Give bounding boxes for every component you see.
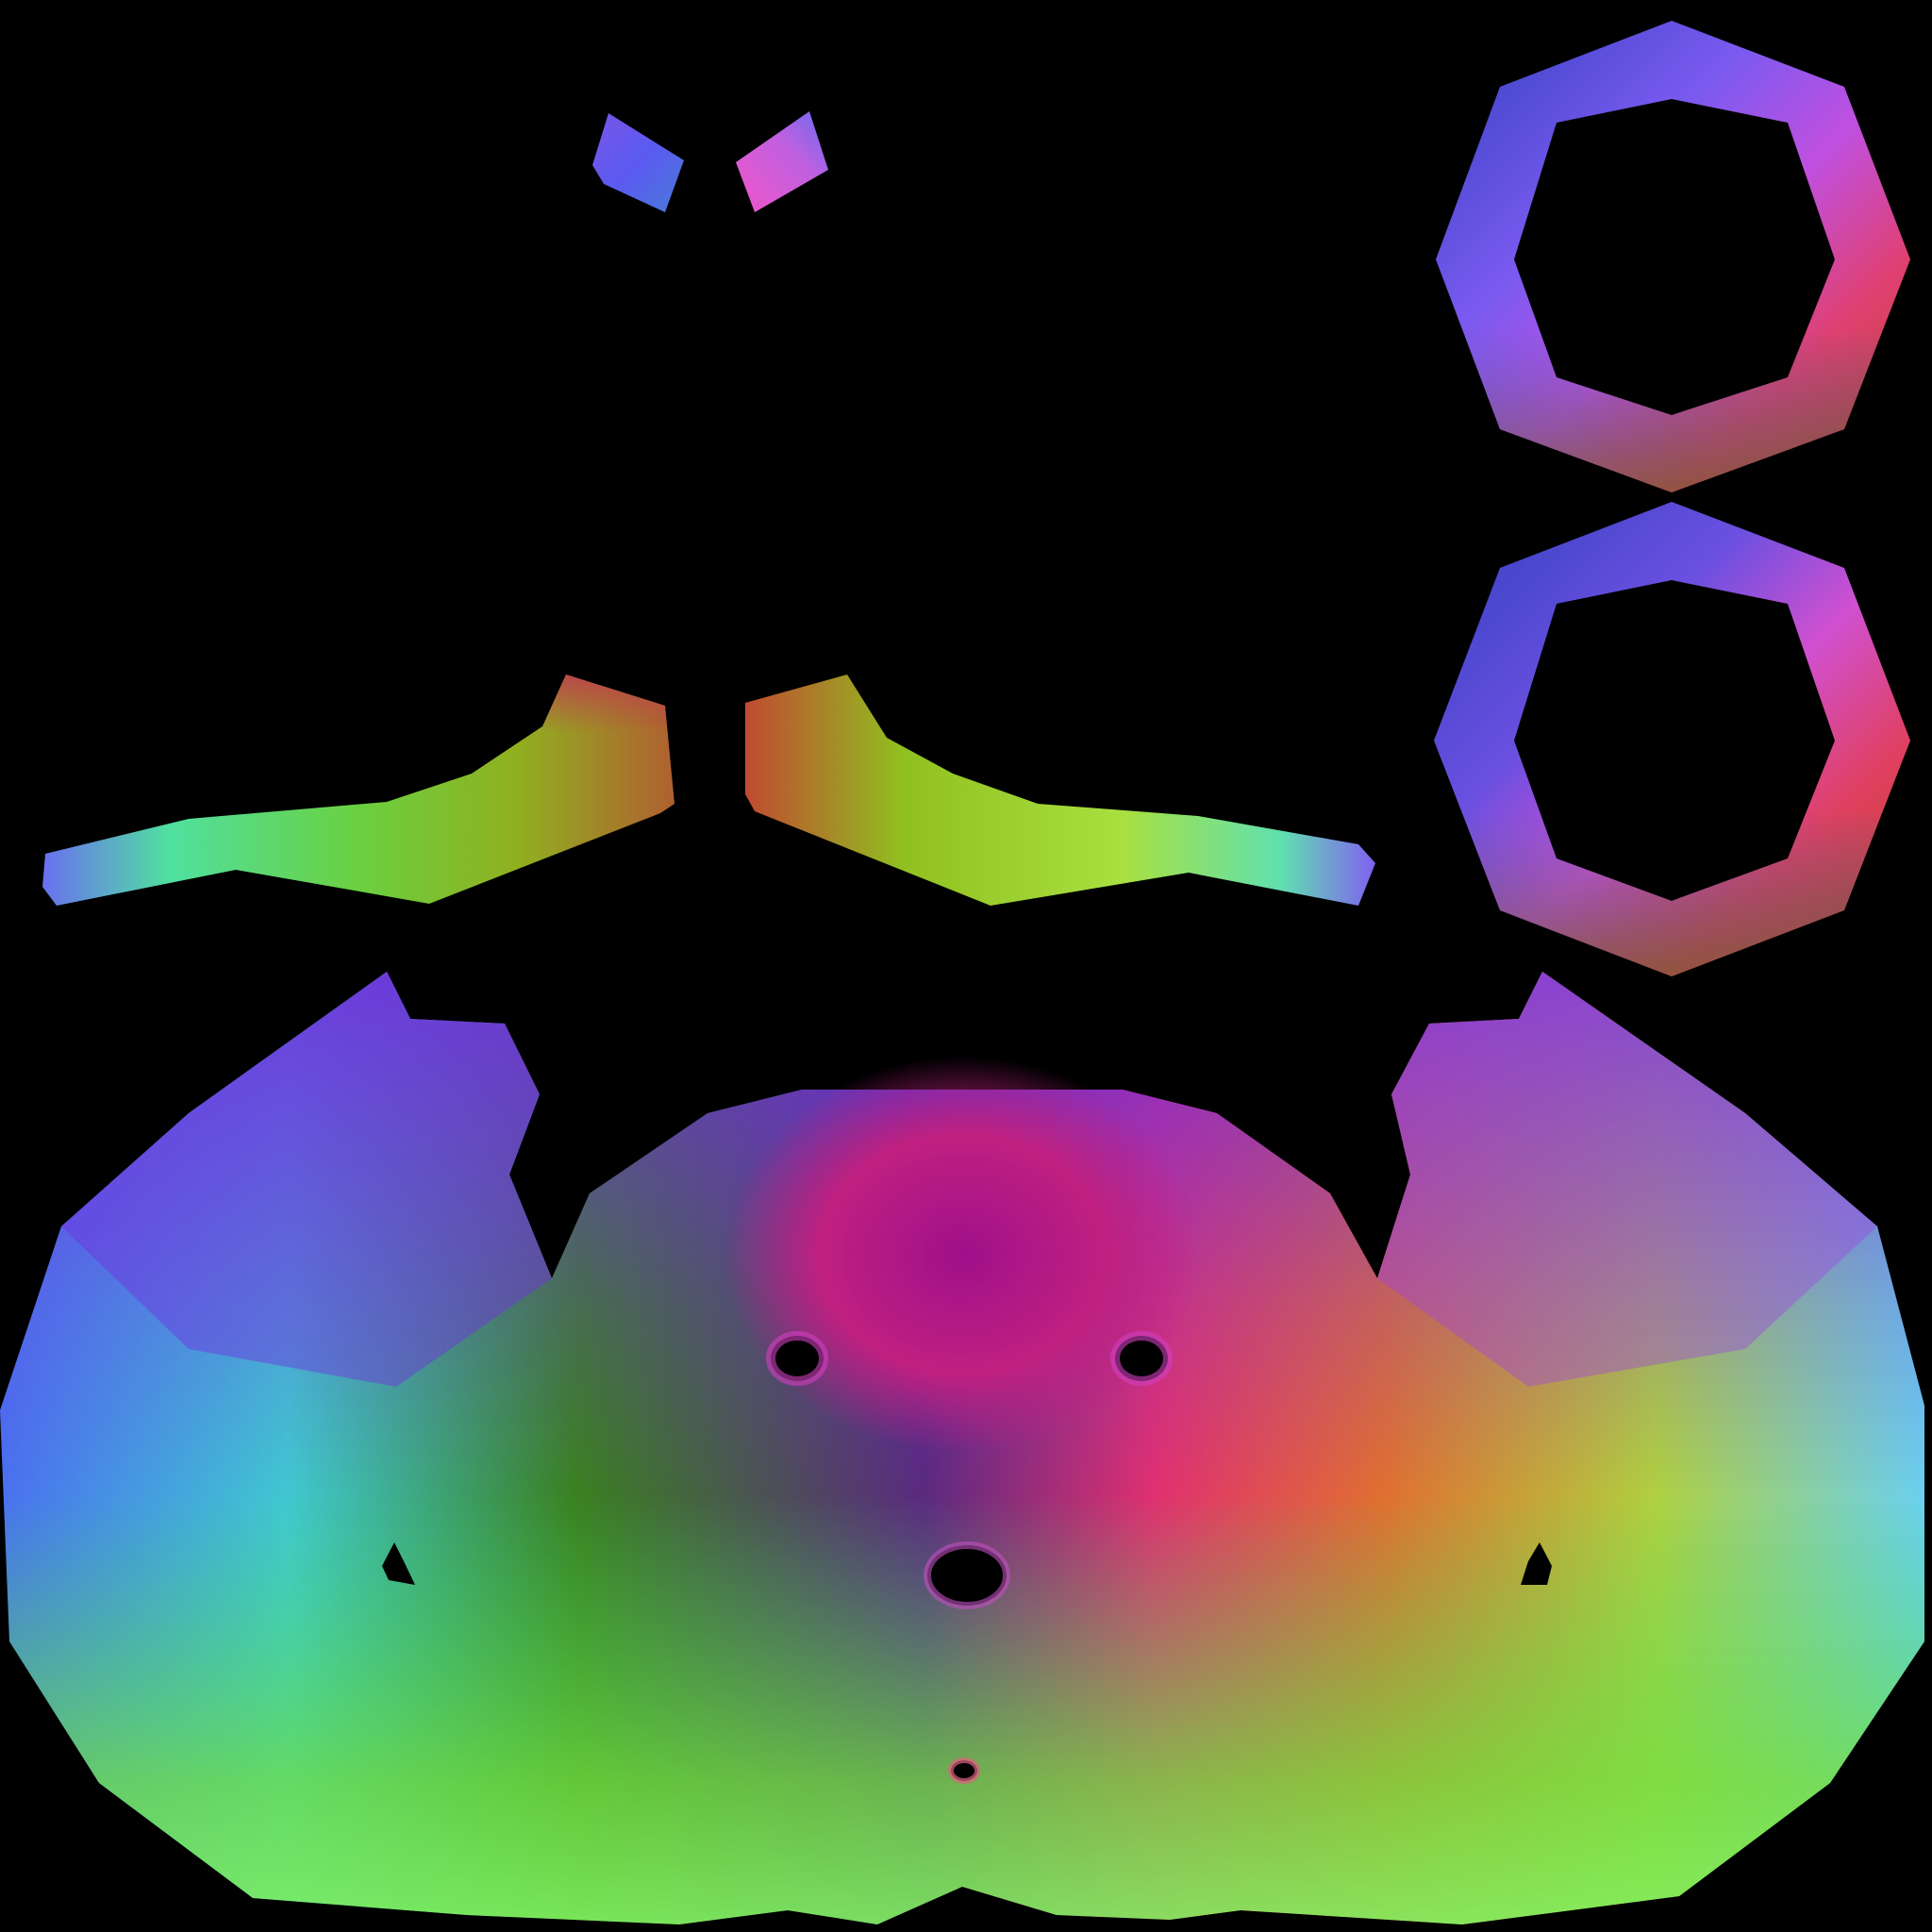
uv-hole-notch-right [1521,1542,1552,1585]
uv-island-face-flap-right [1377,972,1877,1387]
uv-island-face-center-magenta [623,1057,1302,1623]
uv-island-ring-upper-shade [1436,21,1910,492]
uv-hole-nose [924,1541,1010,1609]
uv-island-small-right [736,111,828,212]
uv-island-face-flap-left [61,972,552,1387]
uv-island-strip-left [42,675,675,906]
uv-island-small-left [592,113,684,212]
uv-island-strip-right [745,675,1375,906]
uv-island-strip-left-shade [542,675,675,804]
uv-hole-notch-left [382,1542,415,1585]
uv-hole-eye-left [766,1331,828,1386]
uv-island-ring-lower-shade [1434,502,1910,976]
uv-hole-eye-right [1110,1331,1173,1386]
uv-hole-mouth [948,1757,980,1784]
